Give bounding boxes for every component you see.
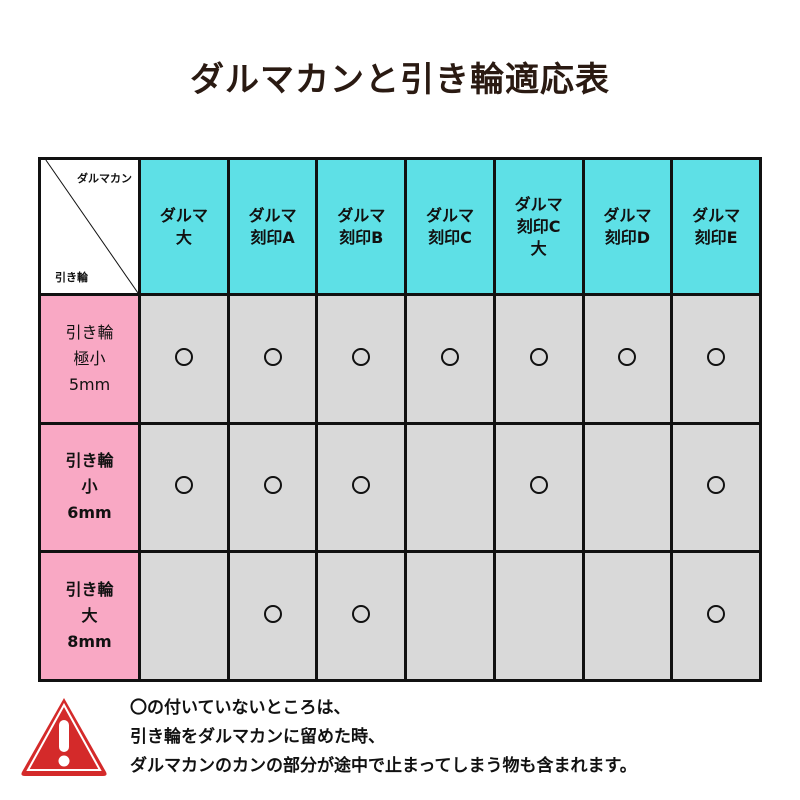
table-row: 引き輪 小 6mm <box>38 421 762 554</box>
diagonal-divider <box>41 160 138 293</box>
corner-cell: ダルマカン 引き輪 <box>38 157 141 296</box>
circle-mark-icon <box>529 476 548 495</box>
row-header: 引き輪 小 6mm <box>38 421 141 554</box>
table-cell <box>581 421 674 554</box>
circle-mark-icon <box>707 605 726 624</box>
page-title: ダルマカンと引き輪適応表 <box>190 60 610 100</box>
column-header: ダルマ 刻印C 大 <box>492 157 585 296</box>
note-line: ダルマカンのカンの部分が途中で止まってしまう物も含まれます。 <box>130 756 637 776</box>
table-cell <box>492 550 585 682</box>
table-cell <box>404 293 496 425</box>
table-cell <box>581 293 674 425</box>
column-header: ダルマ 刻印E <box>670 157 762 296</box>
circle-mark-icon <box>174 347 193 366</box>
table-cell <box>138 421 230 554</box>
corner-row-label: 引き輪 <box>55 271 88 284</box>
table-row: 引き輪 極小 5mm <box>38 293 762 425</box>
column-header: ダルマ 刻印A <box>226 157 319 296</box>
table-cell <box>670 550 762 682</box>
circle-mark-icon <box>618 347 637 366</box>
table-cell <box>138 293 230 425</box>
circle-mark-icon <box>529 347 548 366</box>
note-text: 〇の付いていないところは、 引き輪をダルマカンに留めた時、 ダルマカンのカンの部… <box>130 694 637 781</box>
column-header: ダルマ 刻印C <box>404 157 496 296</box>
circle-mark-icon <box>707 347 726 366</box>
column-header: ダルマ 大 <box>138 157 230 296</box>
table-cell <box>492 421 585 554</box>
compatibility-table: ダルマカン 引き輪 ダルマ 大ダルマ 刻印A ダルマ 刻印B ダルマ 刻印C ダルマ … <box>38 157 762 682</box>
column-header: ダルマ 刻印D <box>581 157 674 296</box>
header-row: ダルマカン 引き輪 ダルマ 大ダルマ 刻印A ダルマ 刻印B ダルマ 刻印C ダルマ … <box>38 157 762 296</box>
table-cell <box>581 550 674 682</box>
warning-triangle-icon <box>21 698 107 776</box>
table-cell <box>315 550 408 682</box>
circle-mark-icon <box>263 605 282 624</box>
circle-mark-icon <box>174 476 193 495</box>
circle-mark-icon <box>352 605 371 624</box>
table-cell <box>226 421 319 554</box>
circle-mark-icon <box>707 476 726 495</box>
circle-mark-icon <box>263 476 282 495</box>
note-line: 〇の付いていないところは、 <box>130 698 351 718</box>
table-cell <box>138 550 230 682</box>
table-cell <box>404 550 496 682</box>
table-row: 引き輪 大 8mm <box>38 550 762 682</box>
table-cell <box>315 293 408 425</box>
column-header: ダルマ 刻印B <box>315 157 408 296</box>
corner-column-label: ダルマカン <box>77 172 132 185</box>
table-cell <box>226 550 319 682</box>
table-cell <box>404 421 496 554</box>
table-cell <box>670 421 762 554</box>
table-cell <box>670 293 762 425</box>
table-cell <box>492 293 585 425</box>
note-line: 引き輪をダルマカンに留めた時、 <box>130 727 385 747</box>
circle-mark-icon <box>352 476 371 495</box>
table-cell <box>226 293 319 425</box>
table-cell <box>315 421 408 554</box>
circle-mark-icon <box>440 347 459 366</box>
row-header: 引き輪 大 8mm <box>38 550 141 682</box>
circle-mark-icon <box>263 347 282 366</box>
circle-mark-icon <box>352 347 371 366</box>
row-header: 引き輪 極小 5mm <box>38 293 141 425</box>
